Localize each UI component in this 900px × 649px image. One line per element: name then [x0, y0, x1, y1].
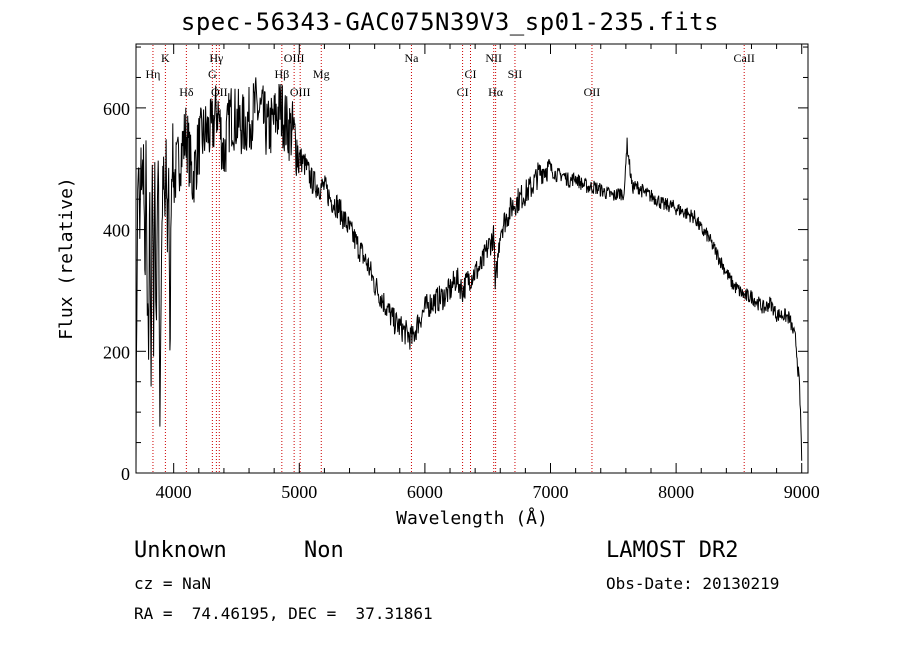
obs-date-text: Obs-Date: 20130219: [606, 574, 780, 593]
subclass-label: Non: [304, 538, 344, 563]
line-marker-label: OII: [584, 85, 601, 99]
x-tick-label: 8000: [658, 482, 694, 502]
line-marker-label: CI: [457, 85, 469, 99]
line-marker-label: CI: [464, 67, 476, 81]
line-marker-label: Hα: [488, 85, 504, 99]
line-marker-label: OIII: [290, 85, 311, 99]
line-marker-label: Hγ: [209, 51, 224, 65]
line-marker-labels: HηKHδHγGOIIHβOIIIOIIIMgNaCICINIIHαSIIOII…: [145, 51, 754, 99]
x-tick-label: 5000: [281, 482, 317, 502]
line-marker-label: Na: [404, 51, 419, 65]
x-tick-label: 6000: [407, 482, 443, 502]
x-axis-label: Wavelength (Å): [396, 507, 548, 529]
survey-label: LAMOST DR2: [606, 538, 739, 563]
plot-frame: [135, 43, 809, 474]
line-marker-label: G: [208, 67, 217, 81]
redshift-text: cz = NaN: [134, 574, 212, 593]
line-marker-label: K: [161, 51, 170, 65]
y-axis-label: Flux (relative): [56, 177, 77, 340]
line-marker-label: Hη: [145, 67, 160, 81]
line-markers: [152, 45, 745, 472]
x-tick-label: 7000: [533, 482, 569, 502]
line-marker-label: Mg: [313, 67, 330, 81]
class-label: Unknown: [134, 538, 227, 563]
line-marker-label: NII: [485, 51, 502, 65]
line-marker-label: Hδ: [179, 85, 194, 99]
coordinates-text: RA = 74.46195, DEC = 37.31861: [134, 604, 433, 623]
y-tick-label: 400: [103, 221, 130, 241]
y-axis-ticks: 0 200 400 600: [103, 46, 808, 484]
x-tick-label: 9000: [784, 482, 820, 502]
line-marker-label: OIII: [284, 51, 305, 65]
spectrum-line: [135, 77, 803, 472]
y-tick-label: 0: [121, 464, 130, 484]
line-marker-label: Hβ: [274, 67, 289, 81]
y-tick-label: 200: [103, 342, 130, 362]
line-marker-label: SII: [508, 67, 523, 81]
x-axis-ticks: 4000 5000 6000 7000 8000 9000: [156, 44, 820, 502]
line-marker-label: CaII: [734, 51, 755, 65]
x-tick-label: 4000: [156, 482, 192, 502]
y-tick-label: 600: [103, 99, 130, 119]
chart-title: spec-56343-GAC075N39V3_sp01-235.fits: [180, 8, 720, 36]
line-marker-label: OII: [211, 85, 228, 99]
